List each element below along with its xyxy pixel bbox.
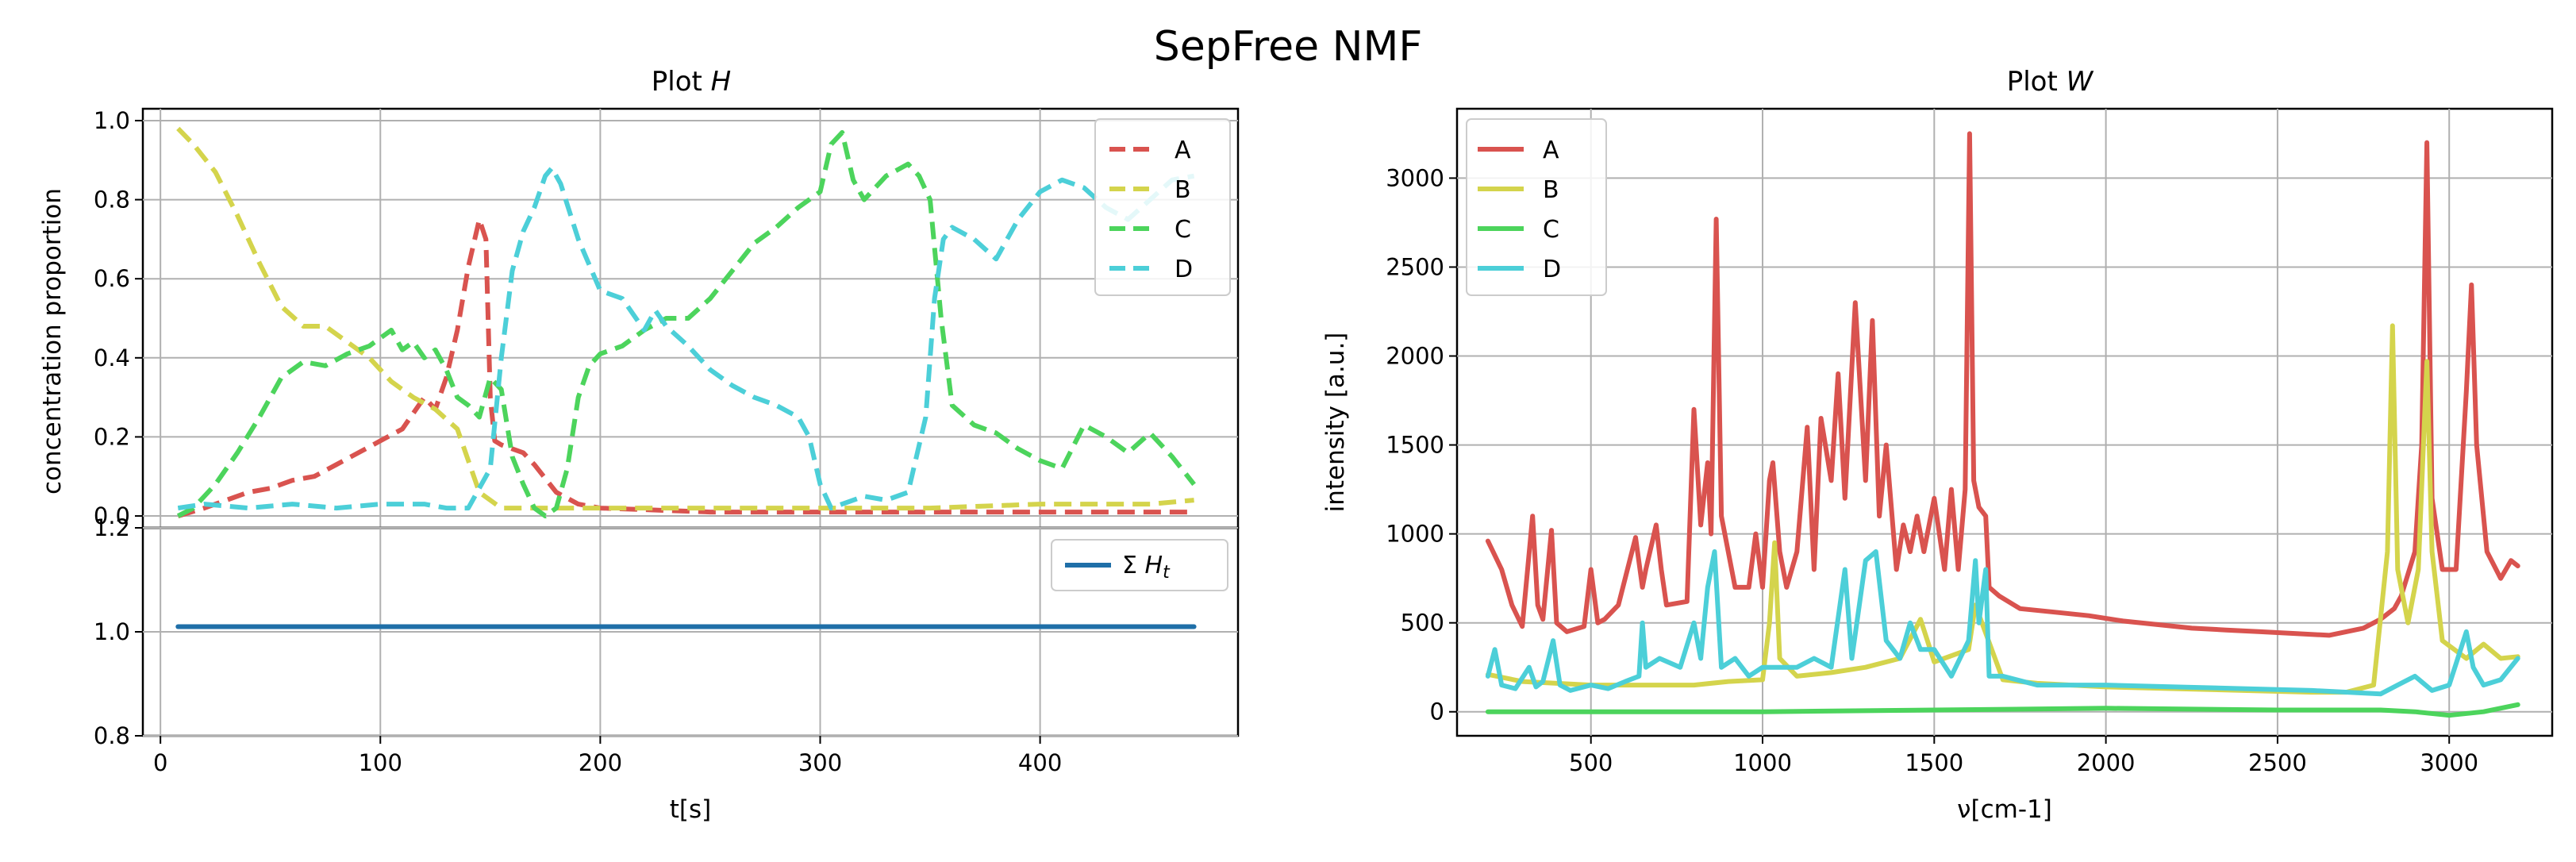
legend-label-D: D xyxy=(1543,256,1561,283)
legend-label-D: D xyxy=(1175,256,1193,283)
y-tick-label: 1000 xyxy=(1386,521,1444,548)
y-tick-label: 500 xyxy=(1401,610,1444,637)
plot-h-sum-legend-box xyxy=(1051,539,1228,591)
plot-w-panel: Plot W 0 500 1000 1500 2000 2500 3000 500 1000 1… xyxy=(1321,66,2554,824)
plot-w-xticks: 500 1000 1500 2000 2500 3000 xyxy=(1569,736,2478,776)
series-line-D xyxy=(177,165,1195,511)
series-line-B xyxy=(1485,323,2520,695)
plot-h-series xyxy=(176,126,1196,519)
y-tick-label: 1.0 xyxy=(94,107,130,134)
figure-title: SepFree NMF xyxy=(1154,23,1423,71)
plot-h-sum-panel: 0.8 1.0 1.2 0 100 200 300 400 t[s] Σ Ht xyxy=(94,514,1240,824)
series-line-D xyxy=(1485,549,2520,697)
legend-label-A: A xyxy=(1543,137,1559,164)
plot-w-yticks: 0 500 1000 1500 2000 2500 3000 xyxy=(1386,164,1457,725)
plot-w-xlabel: ν[cm-1] xyxy=(1957,795,2052,824)
y-tick-label: 3000 xyxy=(1386,164,1444,191)
plot-h-legend-box xyxy=(1094,118,1231,296)
plot-h-sum-legend: Σ Ht xyxy=(1051,539,1228,591)
plot-h-sum-xticks: 0 100 200 300 400 xyxy=(153,736,1062,776)
x-tick-label: 1500 xyxy=(1905,749,1963,776)
y-tick-label: 1.2 xyxy=(94,514,130,541)
legend-label-C: C xyxy=(1543,216,1559,244)
y-tick-label: 0.4 xyxy=(94,344,130,371)
y-tick-label: 0.2 xyxy=(94,423,130,450)
plot-h-yticks: 0.0 0.2 0.4 0.6 0.8 1.0 xyxy=(94,107,143,529)
plot-w-series xyxy=(1485,131,2520,718)
series-line-C xyxy=(1485,702,2520,718)
y-tick-label: 1500 xyxy=(1386,432,1444,459)
y-tick-label: 0 xyxy=(1430,698,1444,725)
y-tick-label: 1.0 xyxy=(94,618,130,645)
plot-h-ylabel: concentration proportion xyxy=(38,188,67,494)
plot-h-sum-xlabel: t[s] xyxy=(670,795,712,824)
legend-label-B: B xyxy=(1543,176,1559,204)
x-tick-label: 2500 xyxy=(2248,749,2307,776)
y-tick-label: 2500 xyxy=(1386,253,1444,280)
plot-h-sum-gridlines xyxy=(143,527,1238,737)
x-tick-label: 100 xyxy=(359,749,402,776)
x-tick-label: 200 xyxy=(579,749,622,776)
plot-h-sum-yticks: 0.8 1.0 1.2 xyxy=(94,514,143,749)
y-tick-label: 0.8 xyxy=(94,722,130,749)
series-line-C xyxy=(176,129,1196,519)
y-tick-label: 0.8 xyxy=(94,187,130,214)
y-tick-label: 2000 xyxy=(1386,343,1444,370)
x-tick-label: 2000 xyxy=(2077,749,2136,776)
x-tick-label: 3000 xyxy=(2420,749,2478,776)
legend-label-B: B xyxy=(1175,176,1191,204)
x-tick-label: 1000 xyxy=(1733,749,1792,776)
x-tick-label: 500 xyxy=(1569,749,1613,776)
plot-h-gridlines xyxy=(143,109,1238,528)
x-tick-label: 400 xyxy=(1018,749,1062,776)
legend-label-A: A xyxy=(1175,137,1191,164)
plot-w-title: Plot W xyxy=(2007,66,2094,98)
plot-w-ylabel: intensity [a.u.] xyxy=(1321,333,1350,513)
x-tick-label: 0 xyxy=(153,749,167,776)
y-tick-label: 0.6 xyxy=(94,265,130,292)
legend-label-sum: Σ Ht xyxy=(1122,552,1171,583)
plot-w-gridlines xyxy=(1457,109,2552,736)
plot-h-panel: Plot H 0.0 0.2 0.4 0.6 0.8 1.0 concentration … xyxy=(38,66,1240,529)
series-line-A xyxy=(1485,131,2520,638)
series-line-B xyxy=(176,126,1194,511)
legend-label-C: C xyxy=(1175,216,1191,244)
series-line-A xyxy=(177,217,1194,518)
plot-w-axes-frame xyxy=(1455,107,2554,737)
y-tick-label: 0.0 xyxy=(94,502,130,529)
plot-w-legend-box xyxy=(1466,118,1607,296)
x-tick-label: 300 xyxy=(798,749,842,776)
plot-h-title: Plot H xyxy=(652,66,731,98)
